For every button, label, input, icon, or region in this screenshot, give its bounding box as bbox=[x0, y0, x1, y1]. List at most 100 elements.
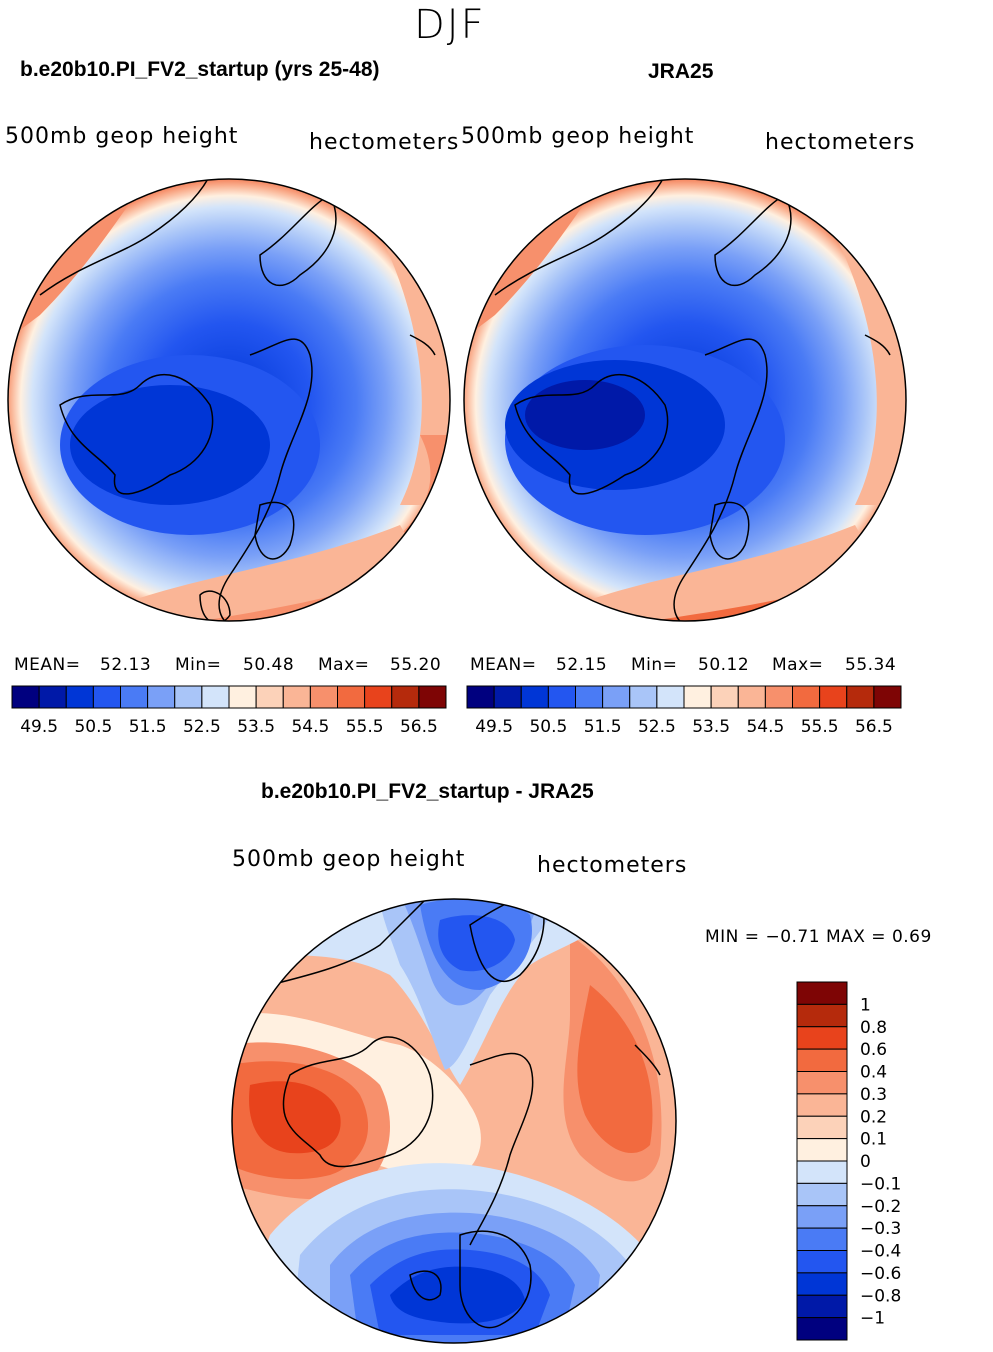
panel2-variable-label: 500mb geop height bbox=[461, 124, 695, 149]
panel3-polar-map bbox=[231, 898, 677, 1344]
panel1-colorbar-tick-label: 50.5 bbox=[74, 717, 112, 737]
panel1-colorbar-swatch bbox=[147, 685, 176, 709]
panel1-colorbar-swatch bbox=[201, 685, 230, 709]
panel2-min-value: 50.12 bbox=[698, 655, 750, 675]
panel3-colorbar-tick-label: −0.3 bbox=[860, 1219, 901, 1239]
panel3-colorbar-tick-label: 0 bbox=[860, 1152, 871, 1172]
panel3-colorbar-swatch bbox=[796, 1294, 848, 1319]
panel3-colorbar-swatch bbox=[796, 1138, 848, 1162]
panel1-max-value: 55.20 bbox=[390, 655, 442, 675]
panel1-colorbar-swatch bbox=[92, 685, 121, 709]
panel3-colorbar: 1 0.80.6 0.40.30.2 0.10−0.1 −0.2−0.3 −0.4−0.6… bbox=[796, 981, 901, 1341]
panel1-colorbar-swatch bbox=[309, 685, 338, 709]
panel3-title: b.e20b10.PI_FV2_startup - JRA25 bbox=[261, 780, 594, 803]
panel2-colorbar-swatch bbox=[737, 685, 766, 709]
panel2-colorbar-swatch bbox=[520, 685, 549, 709]
panel1-mean-value: 52.13 bbox=[100, 655, 152, 675]
panel3-colorbar-tick-label: 0.2 bbox=[860, 1107, 887, 1127]
panel3-colorbar-swatch bbox=[796, 1227, 848, 1251]
panel1-colorbar-swatch bbox=[255, 685, 284, 709]
panel1-min-value: 50.48 bbox=[243, 655, 295, 675]
panel3-minmax-text: MIN = −0.71 MAX = 0.69 bbox=[705, 927, 932, 947]
panel1-colorbar-swatch bbox=[11, 685, 40, 709]
panel2-colorbar-tick-label: 52.5 bbox=[638, 717, 676, 737]
panel2-max-value: 55.34 bbox=[845, 655, 897, 675]
panel1-title: b.e20b10.PI_FV2_startup (yrs 25-48) bbox=[20, 58, 380, 81]
panel3-colorbar-swatch bbox=[796, 1205, 848, 1229]
panel2-colorbar-swatch bbox=[819, 685, 848, 709]
panel1-colorbar-tick-label: 56.5 bbox=[400, 717, 438, 737]
panel2-colorbar-tick-label: 55.5 bbox=[801, 717, 839, 737]
panel1-colorbar: 49.5 50.5 51.5 52.5 53.5 54.5 55.5 56.5 bbox=[11, 685, 447, 737]
panel3-colorbar-tick-label: 0.6 bbox=[860, 1040, 887, 1060]
panel3-colorbar-swatch bbox=[796, 1115, 848, 1140]
panel1-mean-label: MEAN= bbox=[14, 655, 81, 675]
panel3-colorbar-tick-label: 0.8 bbox=[860, 1018, 887, 1038]
panel3-colorbar-tick-label: −0.8 bbox=[860, 1286, 901, 1306]
panel3-colorbar-swatch bbox=[796, 1048, 848, 1072]
panel2-colorbar-swatch bbox=[792, 685, 821, 709]
panel1-colorbar-swatch bbox=[174, 685, 203, 709]
panel2-max-label: Max= bbox=[772, 655, 824, 675]
panel3-colorbar-swatch bbox=[796, 1071, 848, 1095]
panel3-colorbar-tick-label: 0.3 bbox=[860, 1085, 887, 1105]
panel2-colorbar-tick-label: 49.5 bbox=[475, 717, 513, 737]
panel3-colorbar-tick-label: −1 bbox=[860, 1309, 885, 1329]
panel1-colorbar-swatch bbox=[364, 685, 393, 709]
panel3-colorbar-swatch bbox=[796, 1317, 848, 1341]
panel2-colorbar-swatch bbox=[764, 685, 793, 709]
panel2-colorbar-swatch bbox=[873, 685, 902, 709]
panel1-colorbar-tick-label: 54.5 bbox=[291, 717, 329, 737]
panel1-colorbar-swatch bbox=[65, 685, 94, 709]
panel2-colorbar-tick-label: 56.5 bbox=[855, 717, 893, 737]
panel1-max-label: Max= bbox=[318, 655, 370, 675]
panel2-colorbar-swatch bbox=[710, 685, 739, 709]
panel3-units-label: hectometers bbox=[537, 853, 688, 878]
panel1-colorbar-tick-label: 55.5 bbox=[346, 717, 384, 737]
panel3-colorbar-swatch bbox=[796, 1003, 848, 1028]
panel1-polar-map bbox=[7, 178, 451, 622]
panel2-polar-map bbox=[463, 178, 907, 622]
panel3-colorbar-tick-label: −0.6 bbox=[860, 1264, 901, 1284]
panel2-colorbar-swatch bbox=[629, 685, 658, 709]
panel3-colorbar-tick-label: 1 bbox=[860, 995, 871, 1015]
panel2-colorbar-tick-label: 50.5 bbox=[529, 717, 567, 737]
panel1-colorbar-tick-label: 51.5 bbox=[129, 717, 167, 737]
panel1-colorbar-swatch bbox=[38, 685, 67, 709]
panel2-colorbar-swatch bbox=[493, 685, 522, 709]
panel1-colorbar-swatch bbox=[282, 685, 311, 709]
panel3-variable-label: 500mb geop height bbox=[232, 847, 466, 872]
panel2-colorbar-tick-label: 53.5 bbox=[692, 717, 730, 737]
panel3-colorbar-swatch bbox=[796, 1250, 848, 1274]
panel1-colorbar-tick-label: 49.5 bbox=[20, 717, 58, 737]
season-title: DJF bbox=[414, 2, 486, 48]
panel2-colorbar-tick-label: 54.5 bbox=[746, 717, 784, 737]
panel1-colorbar-swatch bbox=[418, 685, 447, 709]
panel3-colorbar-swatch bbox=[796, 1026, 848, 1050]
panel3-colorbar-tick-label: −0.4 bbox=[860, 1242, 901, 1262]
panel2-colorbar-swatch bbox=[656, 685, 685, 709]
panel3-colorbar-tick-label: −0.2 bbox=[860, 1197, 901, 1217]
panel2-mean-value: 52.15 bbox=[556, 655, 608, 675]
panel3-colorbar-tick-label: 0.1 bbox=[860, 1130, 887, 1150]
panel2-colorbar-swatch bbox=[547, 685, 576, 709]
panel3-colorbar-tick-label: −0.1 bbox=[860, 1174, 901, 1194]
panel2-colorbar-swatch bbox=[683, 685, 712, 709]
panel2-colorbar-swatch bbox=[575, 685, 604, 709]
panel2-min-label: Min= bbox=[631, 655, 678, 675]
panel1-colorbar-swatch bbox=[228, 685, 257, 709]
panel3-colorbar-swatch bbox=[796, 1272, 848, 1296]
panel2-colorbar-swatch bbox=[602, 685, 631, 709]
panel3-colorbar-swatch bbox=[796, 1182, 848, 1207]
panel2-colorbar-swatch bbox=[846, 685, 875, 709]
panel1-colorbar-tick-label: 52.5 bbox=[183, 717, 221, 737]
panel1-colorbar-swatch bbox=[337, 685, 366, 709]
panel3-colorbar-swatch bbox=[796, 981, 848, 1005]
panel2-title: JRA25 bbox=[648, 60, 714, 83]
panel1-colorbar-swatch bbox=[120, 685, 149, 709]
panel1-units-label: hectometers bbox=[309, 130, 460, 155]
panel1-min-label: Min= bbox=[175, 655, 222, 675]
panel3-colorbar-swatch bbox=[796, 1093, 848, 1117]
panel2-colorbar-tick-label: 51.5 bbox=[584, 717, 622, 737]
panel2-colorbar: 49.5 50.5 51.5 52.5 53.5 54.5 55.5 56.5 bbox=[466, 685, 902, 737]
